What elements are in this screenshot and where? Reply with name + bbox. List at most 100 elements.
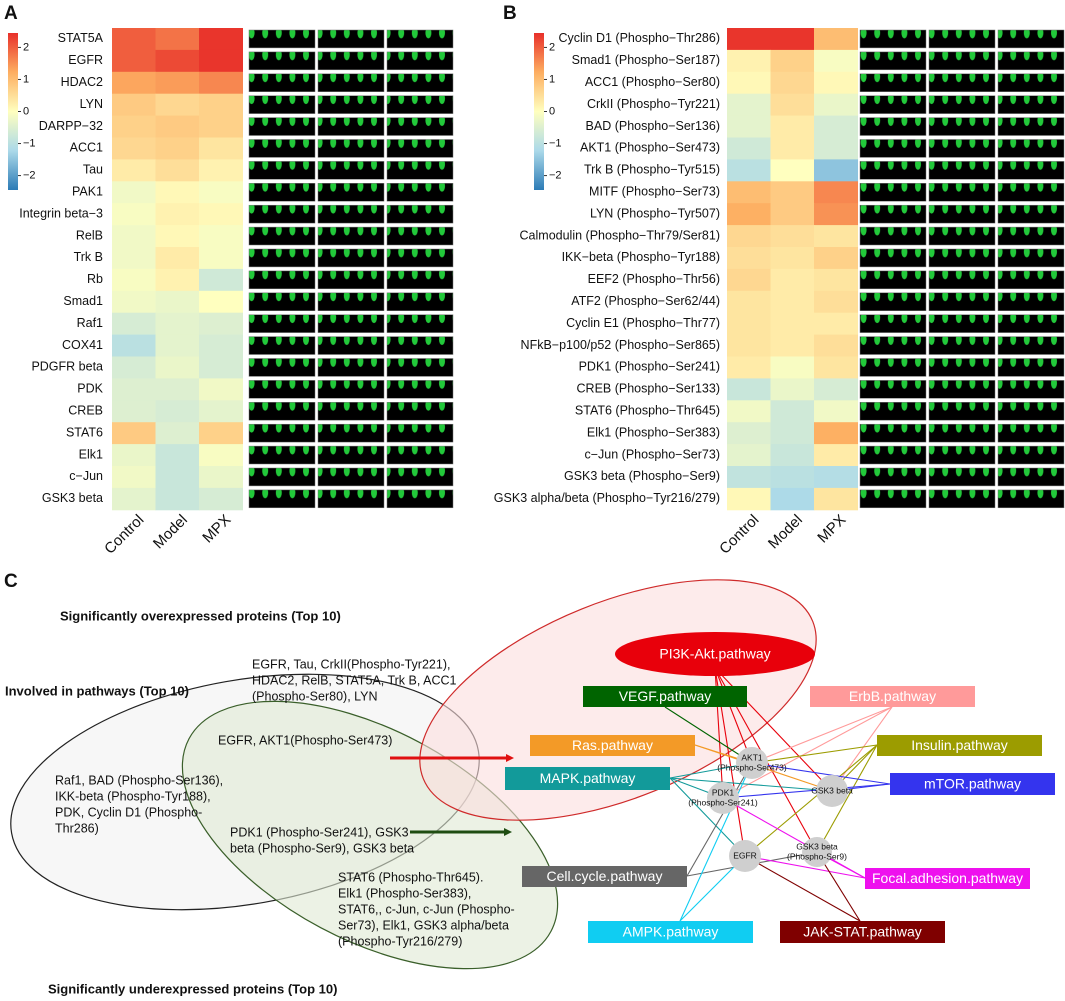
pathway-label: AMPK.pathway [623,924,719,940]
heatmap-cell [112,159,156,182]
blot [928,117,996,136]
row-label: PDK [77,382,103,396]
pathway-node [522,866,687,887]
blot [386,117,454,136]
heatmap-cell [155,203,200,226]
network-edge [664,706,753,764]
heatmap-cell [814,378,858,401]
heatmap-cell [814,422,858,445]
network-edge [722,783,891,799]
network-edge [669,777,746,857]
row-label: PDGFR beta [31,360,103,374]
blot [997,95,1065,114]
blot [859,270,927,290]
blot [859,292,927,311]
pathway-label: Insulin.pathway [911,737,1008,753]
blot [317,226,385,246]
blot [997,226,1065,246]
heatmap-cell [112,181,156,204]
network-edge [722,706,893,799]
column-label: Model [765,511,806,552]
colorbar-tick-label: 2 [549,41,555,53]
row-label: STAT5A [58,31,104,45]
heatmap-cell [112,290,156,314]
network-edge [816,744,878,853]
blot [248,358,316,377]
heatmap-cell [770,225,815,248]
network-edge [751,706,893,764]
network-edge [744,744,878,857]
row-label: PDK1 (Phospho−Ser241) [579,360,720,374]
blot [317,292,385,311]
pathway-label: ErbB.pathway [849,688,936,704]
heatmap-cell [770,334,815,357]
heatmap-cell [814,290,858,314]
heatmap-cell [770,28,815,51]
heatmap-cell [112,203,156,226]
heatmap-cell [112,400,156,423]
heatmap-cell [770,422,815,445]
heatmap-cell [199,466,243,489]
pathway-label: PI3K-Akt.pathway [659,646,770,662]
heatmap-cell [770,312,815,336]
colorbar-tick-label: 2 [23,41,29,53]
blot [317,445,385,465]
blot [859,139,927,158]
blot [928,423,996,443]
blot [859,226,927,246]
blot [928,336,996,355]
row-label: Raf1 [77,316,103,330]
column-label: Model [150,511,191,552]
under-text: Elk1 (Phospho-Ser383), [338,886,471,900]
pathway-node [890,773,1055,795]
heatmap-cell [727,115,771,138]
blot [317,314,385,333]
blot [997,358,1065,377]
heatmap-cell [727,49,771,73]
blot [928,314,996,333]
blot [248,139,316,158]
heatmap-cell [814,203,858,226]
blot [997,336,1065,355]
heatmap-cell [112,444,156,467]
row-label: Calmodulin (Phospho−Thr79/Ser81) [520,228,720,242]
blot [928,358,996,377]
blot [386,95,454,114]
heatmap-cell [112,115,156,138]
heatmap-cell [112,71,156,95]
blot [317,248,385,268]
heatmap-cell [155,93,200,117]
row-label: EEF2 (Phospho−Thr56) [588,272,720,286]
row-label: COX41 [62,338,103,352]
blot [317,489,385,509]
blot [997,183,1065,202]
blot [997,314,1065,333]
row-label: Integrin beta−3 [19,206,103,220]
heatmap-cell [727,466,771,489]
heatmap-cell [199,247,243,270]
protein-label: AKT1 [741,752,763,762]
heatmap-cell [727,247,771,270]
pathway-label: MAPK.pathway [540,770,636,786]
blot [859,51,927,71]
blot [928,489,996,509]
heatmap-cell [112,466,156,489]
blot [386,402,454,421]
protein-node [816,775,848,807]
row-label: EGFR [68,53,103,67]
row-label: Cyclin D1 (Phospho−Thr286) [558,31,720,45]
protein-node [729,840,761,872]
blot [859,204,927,224]
blot [317,161,385,180]
column-label: Control [101,511,147,557]
blot [928,248,996,268]
heatmap-cell [727,312,771,336]
blot [386,358,454,377]
row-label: c−Jun [69,469,103,483]
blot [317,183,385,202]
row-label: GSK3 alpha/beta (Phospho−Tyr216/279) [494,491,720,505]
blot [386,292,454,311]
heatmap-cell [155,290,200,314]
protein-label: GSK3 beta [811,785,853,795]
pathway-title: Involved in pathways (Top 10) [5,683,189,698]
